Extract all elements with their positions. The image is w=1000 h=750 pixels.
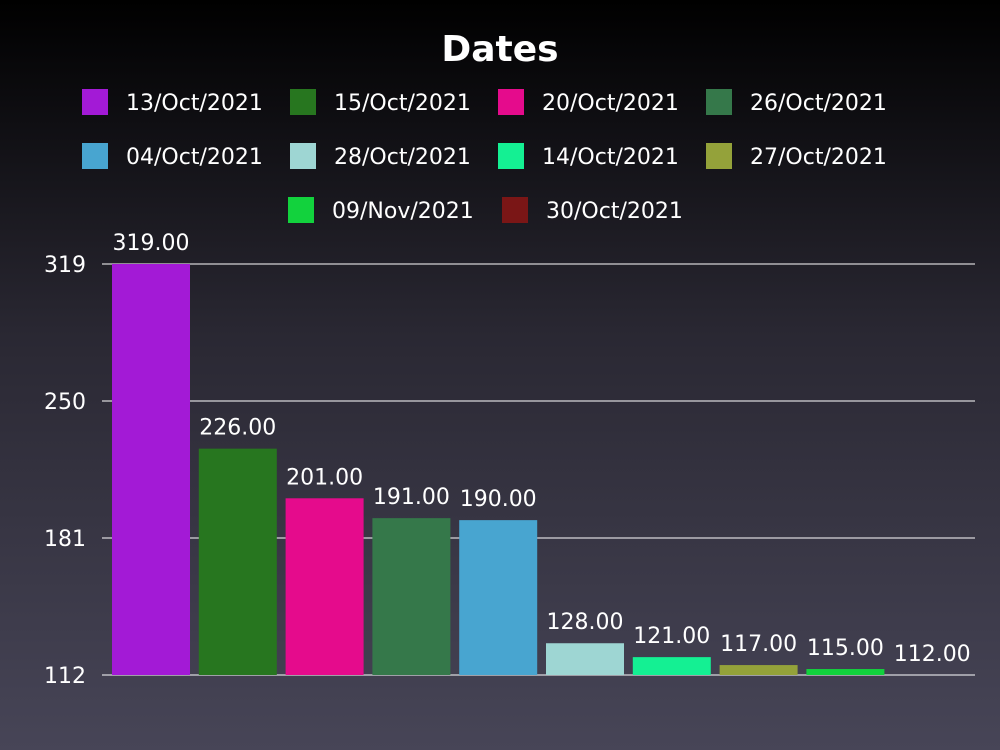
legend-swatch — [706, 143, 732, 169]
legend-swatch — [290, 89, 316, 115]
bar — [719, 665, 798, 675]
bar — [198, 448, 277, 675]
legend-label: 09/Nov/2021 — [332, 199, 474, 224]
legend-label: 28/Oct/2021 — [334, 145, 471, 170]
legend-label: 27/Oct/2021 — [750, 145, 887, 170]
legend-swatch — [706, 89, 732, 115]
legend-swatch — [82, 143, 108, 169]
y-tick-label: 319 — [44, 253, 86, 278]
legend-swatch — [290, 143, 316, 169]
bar-value-label: 191.00 — [373, 485, 450, 510]
legend-label: 14/Oct/2021 — [542, 145, 679, 170]
bar-value-label: 190.00 — [460, 487, 537, 512]
y-tick-label: 112 — [44, 664, 86, 689]
bar — [806, 669, 885, 675]
legend-label: 26/Oct/2021 — [750, 91, 887, 116]
legend-label: 30/Oct/2021 — [546, 199, 683, 224]
bar — [112, 264, 190, 675]
legend-swatch — [82, 89, 108, 115]
bar — [285, 498, 364, 675]
bar-value-label: 319.00 — [113, 231, 190, 256]
legend-label: 15/Oct/2021 — [334, 91, 471, 116]
y-tick-label: 181 — [44, 527, 86, 552]
bar-value-label: 128.00 — [547, 610, 624, 635]
legend: 13/Oct/2021 15/Oct/2021 20/Oct/2021 26/Oct/… — [82, 89, 887, 224]
legend-swatch — [288, 197, 314, 223]
bars — [112, 264, 885, 675]
legend-label: 20/Oct/2021 — [542, 91, 679, 116]
bar-value-label: 201.00 — [286, 465, 363, 490]
bar-value-label: 121.00 — [633, 624, 710, 649]
bar-value-label: 115.00 — [807, 636, 884, 661]
legend-swatch — [498, 143, 524, 169]
bar — [632, 657, 711, 675]
value-labels: 319.00 226.00 201.00 191.00 190.00 128.00 121.… — [113, 231, 971, 667]
y-tick-label: 250 — [44, 390, 86, 415]
legend-swatch — [498, 89, 524, 115]
bar — [372, 518, 451, 675]
legend-label: 04/Oct/2021 — [126, 145, 263, 170]
bar — [459, 520, 538, 675]
bar — [546, 643, 624, 675]
chart-title: Dates — [441, 29, 559, 70]
bar-value-label: 112.00 — [894, 642, 971, 667]
legend-swatch — [502, 197, 528, 223]
bar-value-label: 117.00 — [720, 632, 797, 657]
legend-label: 13/Oct/2021 — [126, 91, 263, 116]
bar-value-label: 226.00 — [199, 416, 276, 441]
y-axis: 112 181 250 319 — [44, 253, 110, 689]
